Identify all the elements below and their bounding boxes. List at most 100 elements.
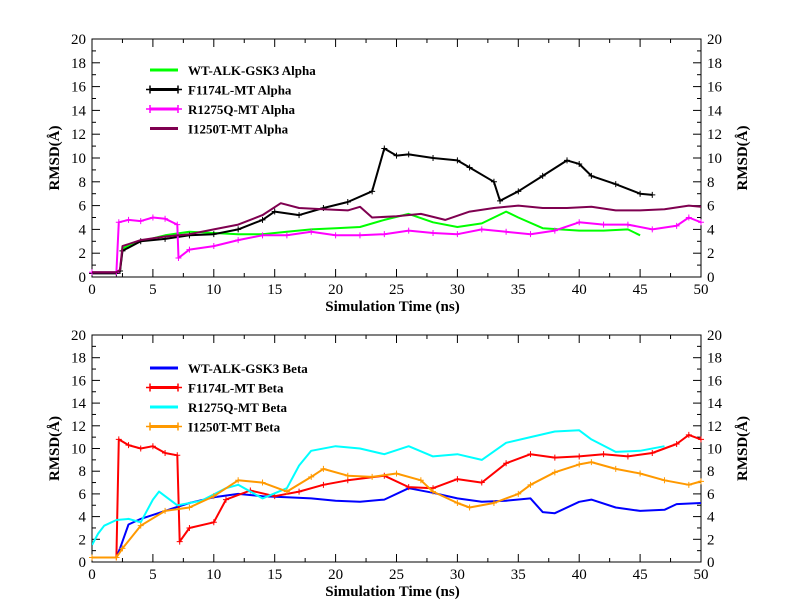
y-tick-label-left: 18 (71, 56, 86, 72)
series-point-marker (271, 208, 278, 215)
series-point-marker (685, 214, 692, 221)
series-point-marker (673, 440, 680, 447)
x-axis-title: Simulation Time (ns) (325, 584, 459, 600)
y-tick-label-left: 16 (71, 80, 87, 96)
series-line (92, 487, 701, 559)
y-tick-label-right: 14 (707, 396, 723, 412)
y-tick-label-right: 12 (707, 127, 722, 143)
series-point-marker (259, 216, 266, 223)
series-point-marker (478, 226, 485, 233)
series-point-marker (466, 504, 473, 511)
y-tick-label-left: 0 (79, 270, 87, 286)
series-point-marker (210, 493, 217, 500)
y-tick-label-left: 14 (71, 396, 87, 412)
y-tick-label-left: 20 (71, 32, 86, 48)
series-point-marker (259, 232, 266, 239)
x-tick-label: 40 (572, 282, 587, 298)
x-tick-label: 5 (149, 282, 157, 298)
series-point-marker (466, 164, 473, 171)
series-point-marker (137, 522, 144, 529)
series-point-marker (637, 190, 644, 197)
series-point-marker (115, 436, 122, 443)
series-point-marker (649, 450, 656, 457)
series-point-marker (162, 507, 169, 514)
series-point-marker (539, 172, 546, 179)
series-point-marker (381, 231, 388, 238)
series-point-marker (176, 538, 183, 545)
series-line (92, 433, 701, 559)
series-point-marker (551, 454, 558, 461)
series-point-marker (369, 188, 376, 195)
series-point-marker (551, 227, 558, 234)
series-point-marker (405, 227, 412, 234)
x-tick-label: 40 (572, 567, 587, 583)
y-tick-label-left: 14 (71, 103, 87, 119)
y-tick-label-right: 6 (707, 199, 715, 215)
series-point-marker (576, 453, 583, 460)
series-point-marker (503, 460, 510, 467)
series-point-marker (515, 490, 522, 497)
y-axis-title-right: RMSD(Å) (735, 126, 751, 191)
y-tick-label-left: 8 (79, 175, 87, 191)
series-point-marker (344, 199, 351, 206)
series-point-marker (113, 554, 120, 561)
y-tick-label-right: 14 (707, 103, 723, 119)
series-point-marker (283, 232, 290, 239)
series-point-marker (344, 472, 351, 479)
series-point-marker (503, 228, 510, 235)
series-point-marker (174, 452, 181, 459)
series-point-marker (115, 219, 122, 226)
series-point-marker (119, 545, 126, 552)
x-tick-label: 15 (267, 282, 282, 298)
series-point-marker (454, 157, 461, 164)
y-tick-label-left: 12 (71, 419, 86, 435)
series-line (92, 210, 641, 274)
series-point-marker (235, 226, 242, 233)
series-point-marker (296, 212, 303, 219)
series-point-marker (162, 215, 169, 222)
legend-marker (146, 85, 154, 94)
series-line (92, 429, 665, 546)
x-tick-label: 20 (328, 282, 343, 298)
y-tick-label-right: 12 (707, 419, 722, 435)
legend-label: I1250T-MT Beta (188, 420, 281, 435)
series-point-marker (320, 465, 327, 472)
series-point-marker (283, 488, 290, 495)
series-point-marker (259, 479, 266, 486)
legend-marker (146, 105, 154, 113)
legend-label: WT-ALK-GSK3 Beta (188, 361, 308, 376)
series-point-marker (210, 231, 217, 238)
y-tick-label-right: 10 (707, 151, 722, 167)
series-point-marker (576, 461, 583, 468)
series-point-marker (175, 254, 182, 261)
x-tick-label: 35 (511, 567, 526, 583)
series-point-marker (222, 496, 229, 503)
series-point-marker (527, 231, 534, 238)
y-tick-label-left: 2 (79, 532, 87, 548)
y-tick-label-left: 10 (71, 151, 86, 167)
y-tick-label-right: 4 (707, 510, 715, 526)
y-tick-label-left: 20 (71, 328, 86, 344)
y-tick-label-right: 4 (707, 222, 715, 238)
series-point-marker (685, 431, 692, 438)
series-point-marker (149, 214, 156, 221)
y-tick-label-left: 4 (79, 222, 87, 238)
y-tick-label-left: 10 (71, 442, 86, 458)
series-point-marker (137, 218, 144, 225)
series-line (92, 202, 701, 274)
legend-marker (174, 383, 182, 392)
legend-label: R1275Q-MT Beta (188, 400, 288, 415)
series-line (92, 147, 653, 275)
x-tick-label: 0 (88, 282, 96, 298)
y-tick-label-right: 20 (707, 32, 722, 48)
series-point-marker (89, 554, 95, 561)
x-tick-label: 50 (694, 282, 709, 298)
series-point-marker (393, 152, 400, 159)
legend-label: F1174L-MT Beta (188, 381, 284, 396)
legend-label: I1250T-MT Alpha (188, 122, 289, 137)
series-point-marker (356, 232, 363, 239)
series-point-marker (405, 151, 412, 158)
series-point-marker (430, 229, 437, 236)
